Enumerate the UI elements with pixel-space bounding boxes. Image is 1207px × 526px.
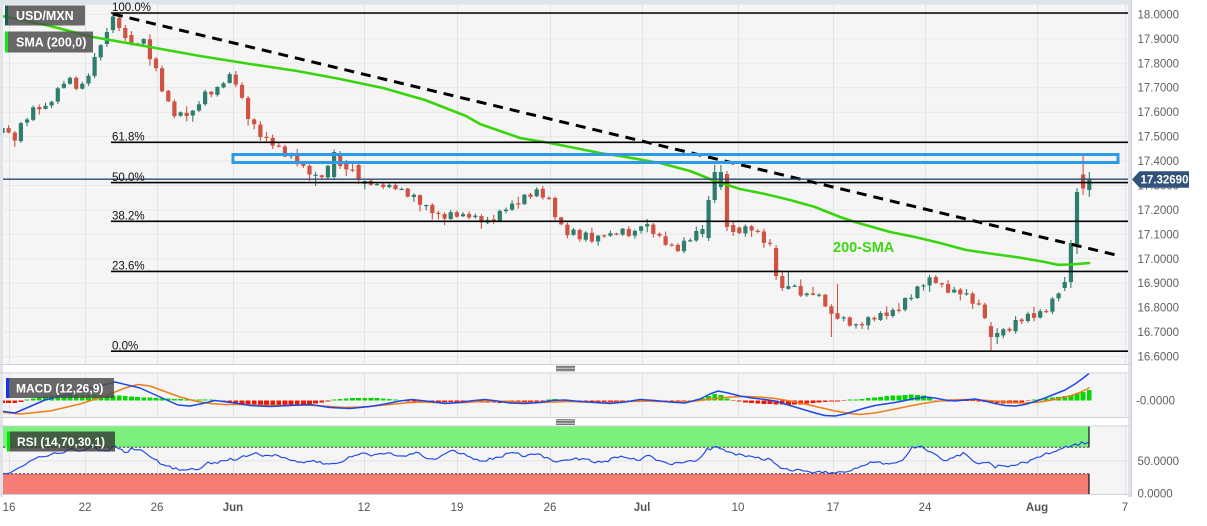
svg-text:Aug: Aug	[1026, 502, 1048, 514]
svg-text:SMA (200,0): SMA (200,0)	[16, 36, 86, 50]
svg-text:22: 22	[79, 502, 92, 514]
svg-text:17.4000: 17.4000	[1138, 156, 1180, 168]
svg-text:MACD (12,26,9): MACD (12,26,9)	[16, 382, 103, 396]
svg-text:17.8000: 17.8000	[1138, 58, 1180, 70]
svg-text:24: 24	[919, 502, 932, 514]
svg-text:USD/MXN: USD/MXN	[16, 9, 74, 23]
svg-text:17.1000: 17.1000	[1138, 229, 1180, 241]
svg-text:-0.0000: -0.0000	[1136, 395, 1175, 407]
svg-text:7: 7	[1122, 502, 1128, 514]
svg-text:23.6%: 23.6%	[112, 261, 145, 273]
svg-text:16.6000: 16.6000	[1138, 352, 1180, 364]
svg-text:200-SMA: 200-SMA	[833, 240, 895, 256]
svg-text:0.0%: 0.0%	[112, 340, 138, 352]
svg-text:17.9000: 17.9000	[1138, 34, 1180, 46]
svg-text:Jul: Jul	[634, 502, 651, 514]
svg-text:16.7000: 16.7000	[1138, 327, 1180, 339]
svg-text:17: 17	[827, 502, 840, 514]
svg-text:0.0000: 0.0000	[1138, 489, 1173, 501]
svg-text:61.8%: 61.8%	[112, 132, 145, 144]
svg-text:RSI (14,70,30,1): RSI (14,70,30,1)	[17, 435, 105, 449]
svg-text:Jun: Jun	[223, 502, 243, 514]
svg-text:38.2%: 38.2%	[112, 211, 145, 223]
svg-text:26: 26	[151, 502, 164, 514]
svg-text:17.2000: 17.2000	[1138, 205, 1180, 217]
svg-text:26: 26	[544, 502, 557, 514]
svg-text:50.0000: 50.0000	[1138, 456, 1180, 468]
svg-text:17.7000: 17.7000	[1138, 83, 1180, 95]
svg-text:16.8000: 16.8000	[1138, 303, 1180, 315]
svg-text:17.5000: 17.5000	[1138, 132, 1180, 144]
svg-text:18.0000: 18.0000	[1138, 9, 1180, 21]
svg-text:19: 19	[451, 502, 464, 514]
svg-text:100.0%: 100.0%	[112, 2, 151, 14]
svg-text:16.9000: 16.9000	[1138, 278, 1180, 290]
svg-text:17.32690: 17.32690	[1141, 175, 1189, 187]
svg-text:10: 10	[732, 502, 745, 514]
svg-text:17.0000: 17.0000	[1138, 254, 1180, 266]
svg-text:17.6000: 17.6000	[1138, 107, 1180, 119]
svg-text:16: 16	[3, 502, 16, 514]
svg-text:50.0%: 50.0%	[112, 172, 145, 184]
svg-text:12: 12	[358, 502, 371, 514]
